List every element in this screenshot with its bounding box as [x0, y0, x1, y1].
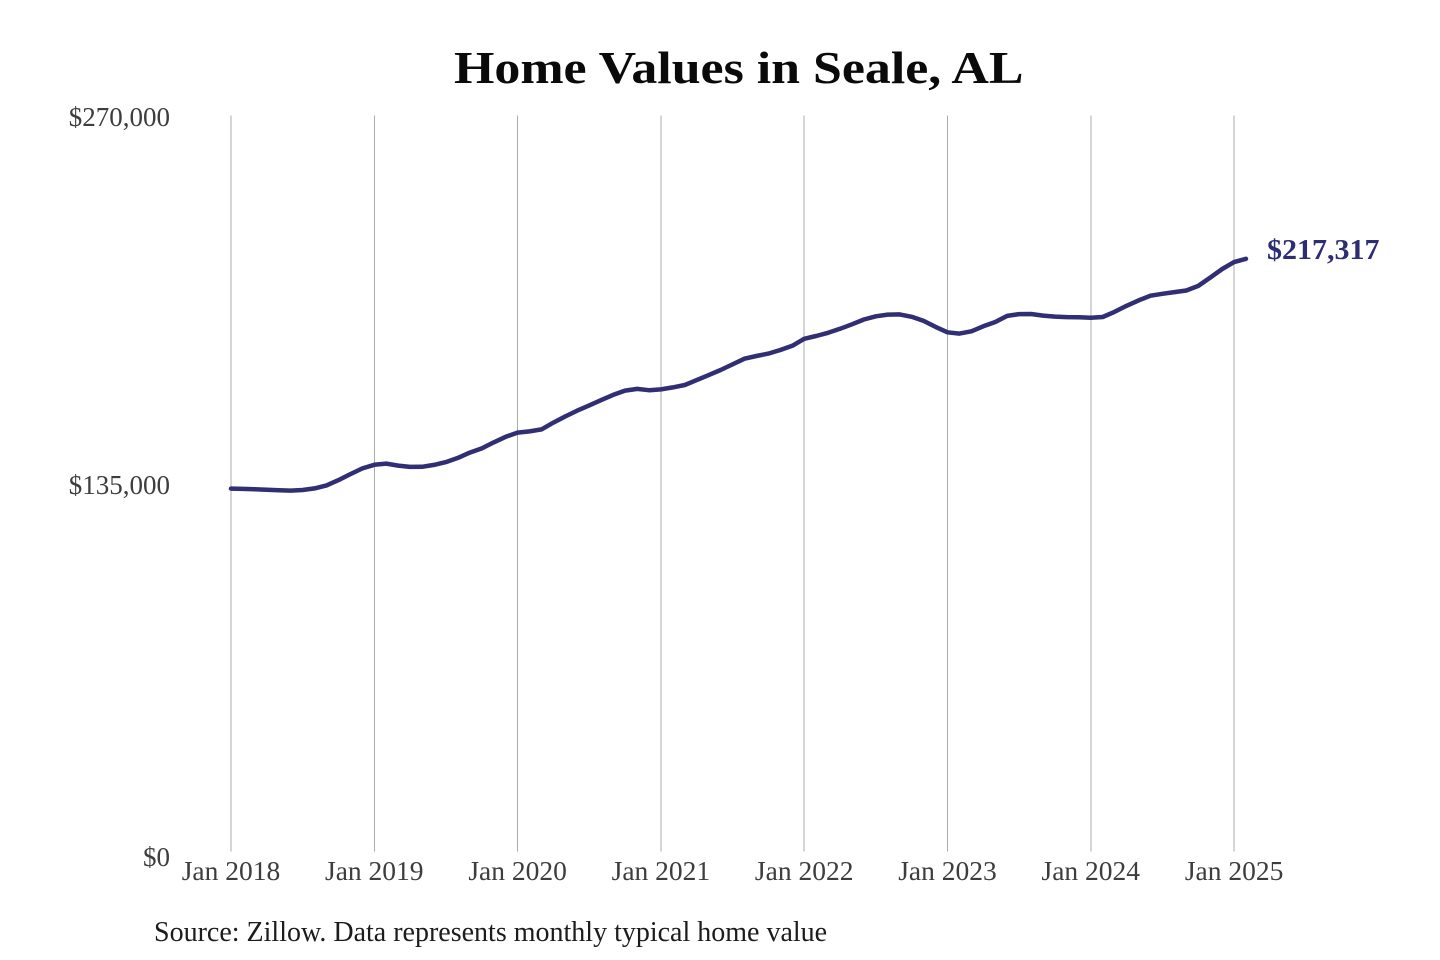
svg-text:Home Values in Seale, AL: Home Values in Seale, AL: [454, 42, 1024, 93]
svg-text:$217,317: $217,317: [1267, 235, 1380, 266]
svg-text:Source: Zillow. Data represent: Source: Zillow. Data represents monthly …: [154, 917, 827, 948]
svg-text:Jan 2019: Jan 2019: [325, 855, 424, 886]
svg-text:Jan 2023: Jan 2023: [898, 855, 997, 886]
svg-text:Jan 2022: Jan 2022: [755, 855, 854, 886]
svg-text:Jan 2020: Jan 2020: [468, 855, 567, 886]
svg-text:$270,000: $270,000: [69, 102, 170, 132]
svg-text:Jan 2024: Jan 2024: [1042, 855, 1141, 886]
svg-text:Jan 2025: Jan 2025: [1185, 855, 1284, 886]
svg-text:$0: $0: [143, 842, 170, 872]
svg-text:Jan 2021: Jan 2021: [612, 855, 711, 886]
svg-text:$135,000: $135,000: [69, 470, 170, 500]
svg-text:Jan 2018: Jan 2018: [182, 855, 281, 886]
